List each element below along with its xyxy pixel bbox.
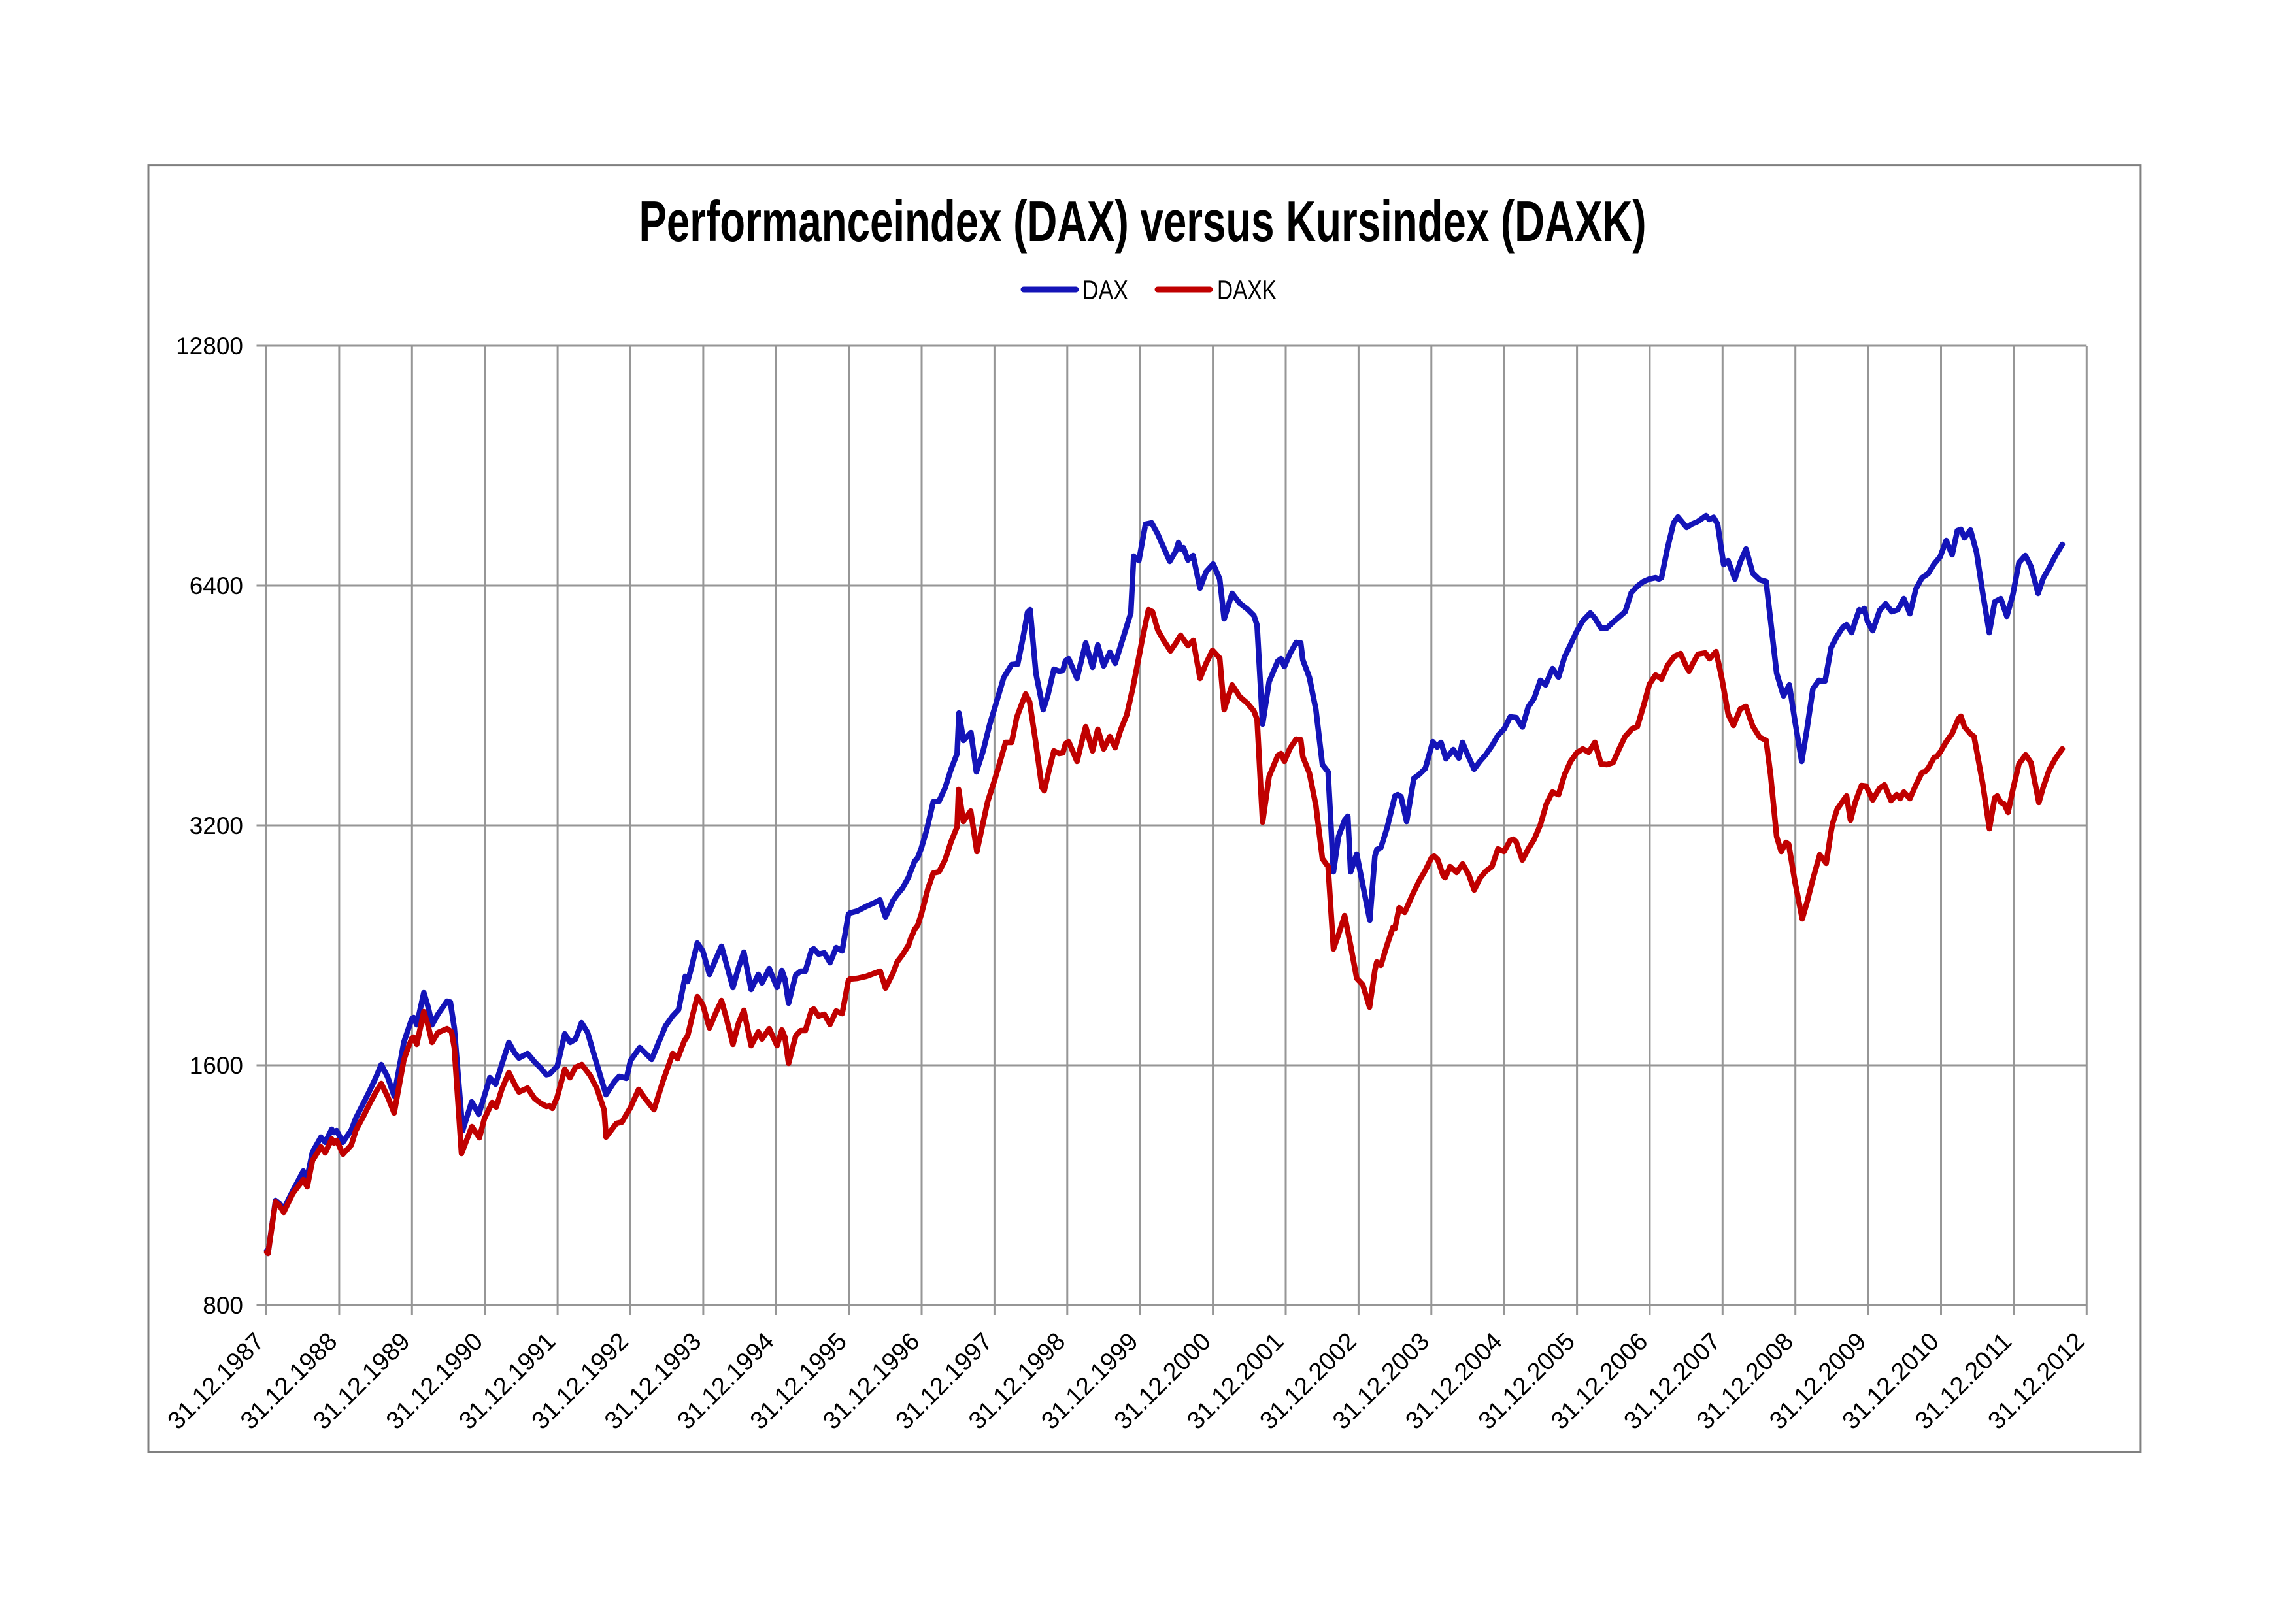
svg-text:1600: 1600 xyxy=(190,1052,243,1079)
svg-text:3200: 3200 xyxy=(190,812,243,839)
svg-text:Performanceindex (DAX) versus: Performanceindex (DAX) versus Kursindex … xyxy=(639,189,1647,254)
svg-text:6400: 6400 xyxy=(190,572,243,599)
svg-text:12800: 12800 xyxy=(176,333,243,359)
svg-text:DAXK: DAXK xyxy=(1217,274,1277,305)
svg-text:800: 800 xyxy=(203,1292,243,1319)
svg-text:DAX: DAX xyxy=(1082,274,1128,305)
